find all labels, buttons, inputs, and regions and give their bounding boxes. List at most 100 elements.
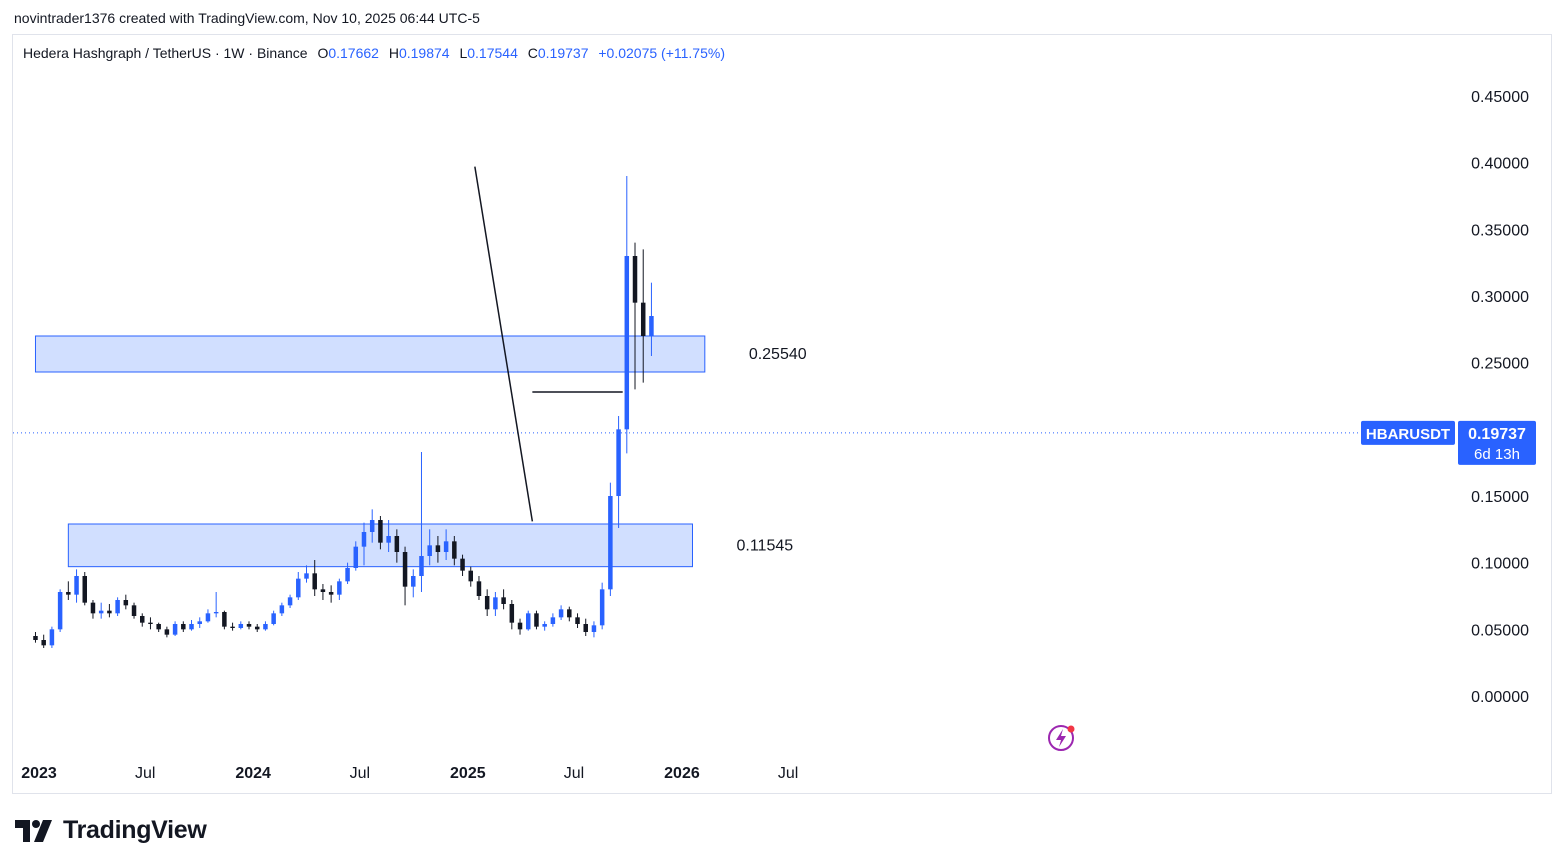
candle-body[interactable]: [640, 302, 646, 336]
candle-body[interactable]: [205, 613, 211, 622]
tradingview-logo-text: TradingView: [63, 816, 207, 844]
candle-body[interactable]: [493, 597, 498, 610]
candle-body[interactable]: [107, 610, 112, 614]
candle-body[interactable]: [230, 626, 235, 628]
ticker-tag: [1361, 420, 1455, 445]
candle-body[interactable]: [246, 624, 252, 627]
candle-body[interactable]: [378, 520, 383, 543]
candle-body[interactable]: [304, 573, 309, 579]
resistance-zone[interactable]: [34, 335, 706, 373]
candle-body[interactable]: [139, 616, 145, 623]
candle-body[interactable]: [369, 520, 375, 532]
y-tick-label: 0.30000: [1471, 289, 1529, 306]
notification-dot: [1067, 725, 1075, 733]
legend-change: +0.02075 (+11.75%): [598, 45, 725, 61]
candle-body[interactable]: [591, 625, 597, 632]
candle-body[interactable]: [213, 612, 219, 614]
candle-body[interactable]: [501, 597, 506, 604]
candle-body[interactable]: [57, 592, 63, 630]
legend-low: 0.17544: [467, 45, 518, 61]
candle-body[interactable]: [90, 602, 96, 614]
legend-close-label: C: [527, 45, 538, 61]
y-tick-label: 0.15000: [1471, 489, 1529, 506]
candle-body[interactable]: [575, 617, 580, 624]
candle-body[interactable]: [525, 613, 531, 630]
candle-body[interactable]: [33, 636, 38, 640]
trendline[interactable]: [474, 166, 534, 522]
lightning-bolt: [1056, 729, 1066, 747]
x-tick-label: 2025: [450, 765, 486, 782]
candle-body[interactable]: [558, 609, 564, 618]
candle-body[interactable]: [394, 536, 400, 552]
candle-body[interactable]: [649, 316, 654, 336]
candle-body[interactable]: [123, 600, 129, 606]
candle-body[interactable]: [66, 592, 71, 595]
candle-body[interactable]: [320, 589, 326, 592]
candle-body[interactable]: [41, 640, 46, 646]
candle-body[interactable]: [279, 605, 285, 614]
candle-body[interactable]: [484, 596, 490, 610]
candle-body[interactable]: [468, 570, 474, 582]
candle-body[interactable]: [115, 600, 120, 614]
chart-frame[interactable]: [12, 34, 1552, 794]
candle-body[interactable]: [263, 624, 268, 630]
candle-body[interactable]: [583, 624, 588, 632]
candle-body[interactable]: [49, 629, 55, 646]
candle-body[interactable]: [452, 541, 457, 559]
candle-body[interactable]: [427, 545, 432, 556]
candle-body[interactable]: [222, 612, 227, 627]
candle-body[interactable]: [74, 576, 79, 595]
candle-body[interactable]: [164, 629, 170, 635]
candle-body[interactable]: [181, 624, 186, 630]
candle-body[interactable]: [361, 532, 367, 547]
candle-body[interactable]: [172, 624, 178, 635]
candle-body[interactable]: [567, 609, 572, 618]
tradingview-logo-icon: [15, 819, 52, 842]
candle-body[interactable]: [402, 552, 408, 587]
candle-body[interactable]: [156, 624, 161, 630]
x-tick-label: 2023: [21, 765, 57, 782]
candle-body[interactable]: [353, 546, 359, 568]
y-tick-label: 0.45000: [1471, 89, 1529, 106]
candle-body[interactable]: [82, 576, 88, 603]
candle-body[interactable]: [296, 578, 301, 598]
price-tag-countdown: 6d 13h: [1474, 446, 1520, 463]
candle-body[interactable]: [435, 545, 441, 552]
candle-body[interactable]: [386, 536, 391, 543]
legend-high: 0.19874: [398, 45, 450, 61]
candle-body[interactable]: [443, 541, 449, 552]
candle-body[interactable]: [411, 576, 416, 587]
candle-body[interactable]: [148, 622, 153, 624]
resistance-zone-label: 0.25540: [749, 346, 807, 363]
candle-body[interactable]: [98, 610, 104, 614]
candle-body[interactable]: [534, 613, 539, 627]
candle-body[interactable]: [189, 624, 194, 630]
y-tick-label: 0.35000: [1471, 222, 1529, 239]
candle-body[interactable]: [476, 581, 482, 596]
candle-body[interactable]: [608, 496, 613, 590]
candle-body[interactable]: [337, 581, 342, 595]
candle-body[interactable]: [131, 605, 137, 616]
candle-body[interactable]: [419, 556, 424, 576]
candle-body[interactable]: [312, 573, 317, 590]
candle-body[interactable]: [197, 621, 202, 624]
candle-body[interactable]: [328, 592, 334, 595]
price-tag-value: 0.19737: [1468, 426, 1526, 443]
legend-high-label: H: [388, 45, 399, 61]
candle-body[interactable]: [254, 626, 260, 630]
candle-body[interactable]: [550, 617, 556, 624]
candle-body[interactable]: [509, 604, 515, 623]
candle-body[interactable]: [460, 558, 465, 571]
tradingview-logo[interactable]: TradingView: [15, 816, 207, 845]
candle-body[interactable]: [238, 624, 244, 628]
candle-body[interactable]: [345, 568, 350, 582]
candle-body[interactable]: [517, 622, 523, 630]
candle-body[interactable]: [287, 597, 293, 606]
candle-body[interactable]: [632, 256, 638, 303]
candle-body[interactable]: [616, 429, 621, 496]
candle-body[interactable]: [624, 256, 630, 430]
candle-body[interactable]: [542, 624, 547, 627]
candle-body[interactable]: [271, 613, 276, 624]
candle-body[interactable]: [599, 589, 605, 626]
